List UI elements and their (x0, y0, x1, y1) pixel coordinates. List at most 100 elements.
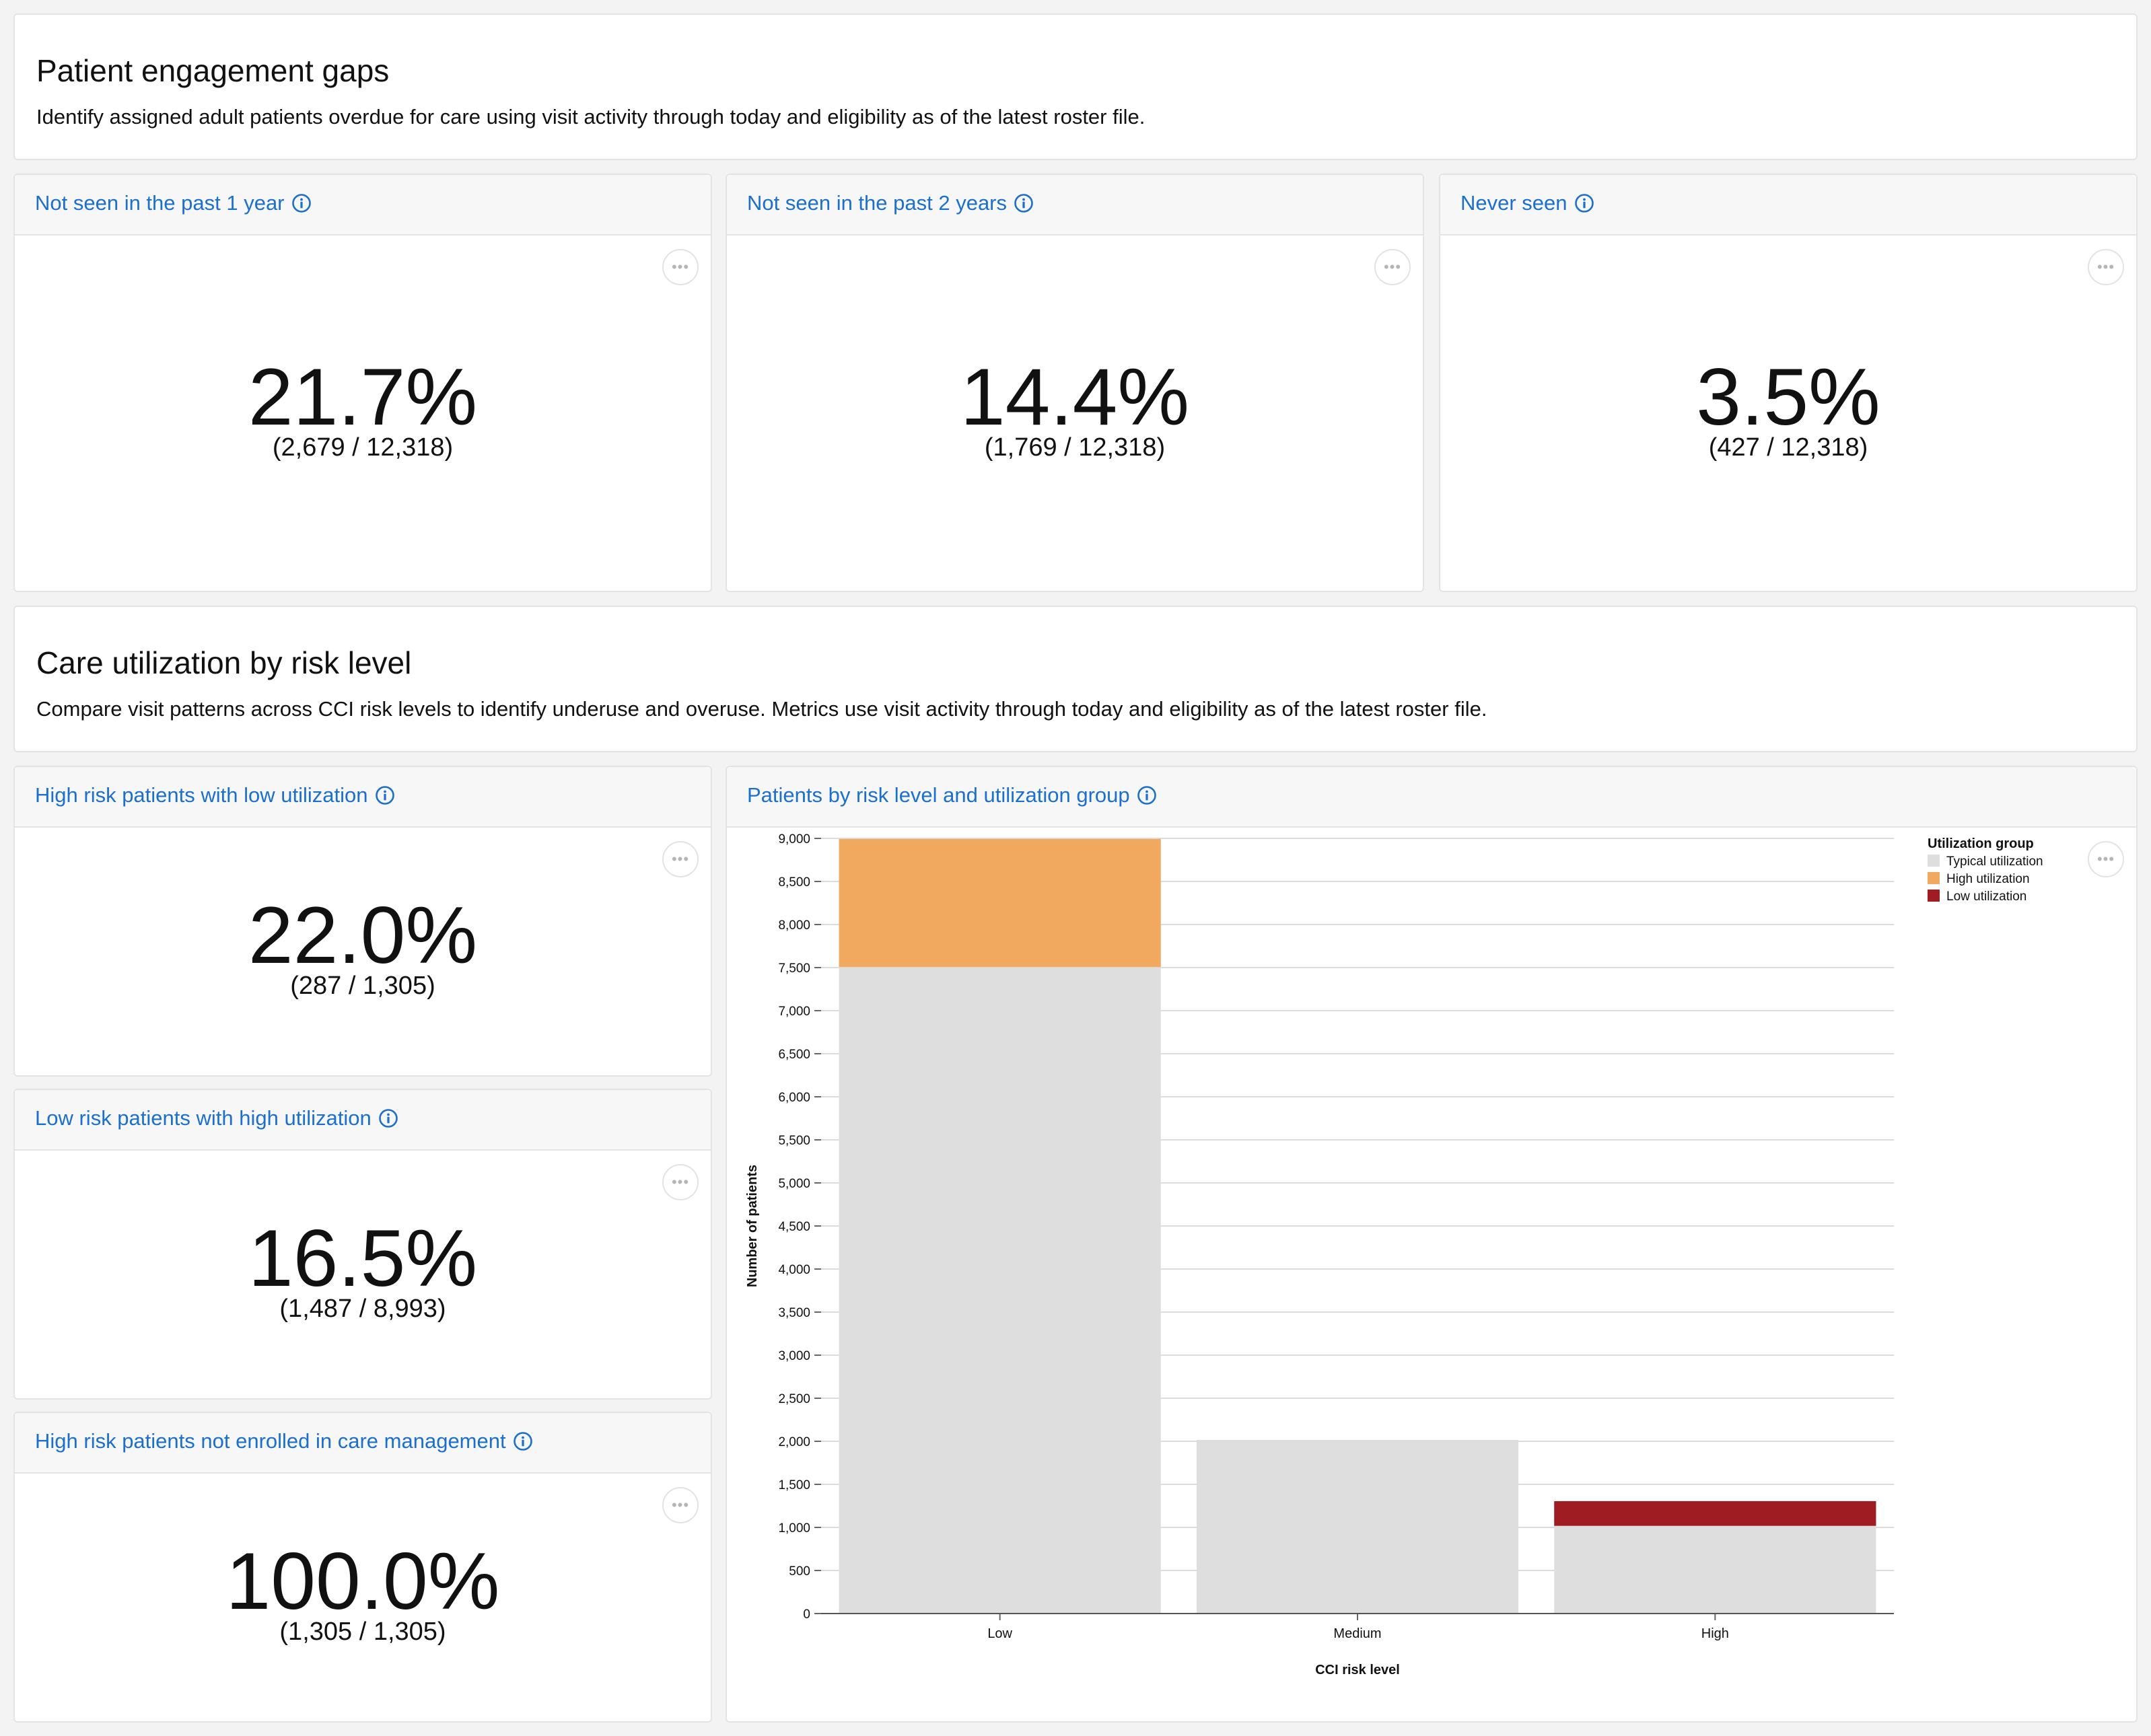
more-horizontal-icon: ••• (2096, 258, 2115, 275)
bar-high-low-utilization[interactable] (1554, 1500, 1876, 1526)
card-title-link[interactable]: High risk patients with low utilization (35, 783, 395, 807)
kpi-detail: (2,679 / 12,318) (272, 433, 454, 462)
card-title-text[interactable]: Not seen in the past 2 years (747, 191, 1008, 215)
card-title-text[interactable]: Never seen (1460, 191, 1567, 215)
more-options-button[interactable]: ••• (662, 841, 699, 877)
card-title-link[interactable]: Not seen in the past 2 years (747, 191, 1034, 215)
x-tick-label: Medium (1333, 1626, 1381, 1641)
kpi-value: 3.5% (1696, 352, 1880, 442)
y-tick-label: 6,500 (778, 1048, 810, 1062)
card-header: High risk patients with low utilization (15, 767, 711, 828)
more-options-button[interactable]: ••• (662, 1487, 699, 1523)
section-title: Care utilization by risk level (36, 645, 412, 680)
card-header: Patients by risk level and utilization g… (727, 767, 2136, 828)
bar-medium-typical-utilization[interactable] (1196, 1439, 1519, 1614)
y-tick-label: 7,500 (778, 962, 810, 976)
y-tick-label: 4,000 (778, 1263, 810, 1277)
chart-legend: Utilization group Typical utilization Hig… (1928, 836, 2043, 904)
kpi-detail: (1,769 / 12,318) (984, 433, 1166, 462)
utilization-section-header: Care utilization by risk level Compare v… (13, 606, 2138, 752)
card-title-text[interactable]: High risk patients not enrolled in care … (35, 1429, 506, 1453)
kpi-card-high-risk-not-enrolled: High risk patients not enrolled in care … (13, 1412, 712, 1723)
card-title-link[interactable]: Never seen (1460, 191, 1594, 215)
bar-low-typical-utilization[interactable] (839, 967, 1161, 1614)
card-header: Never seen (1440, 175, 2136, 236)
kpi-detail: (1,487 / 8,993) (279, 1295, 446, 1323)
card-header: High risk patients not enrolled in care … (15, 1413, 711, 1474)
kpi-detail: (287 / 1,305) (290, 972, 435, 1000)
y-tick-label: 8,500 (778, 875, 810, 890)
card-title-link[interactable]: Patients by risk level and utilization g… (747, 783, 1157, 807)
y-tick-label: 1,500 (778, 1478, 810, 1492)
card-title-link[interactable]: High risk patients not enrolled in care … (35, 1429, 533, 1453)
legend-swatch (1928, 855, 1940, 867)
section-title: Patient engagement gaps (36, 53, 390, 88)
info-circle-icon[interactable] (513, 1431, 533, 1451)
y-tick-label: 4,500 (778, 1220, 810, 1234)
bar-high-typical-utilization[interactable] (1554, 1525, 1876, 1614)
section-description: Identify assigned adult patients overdue… (36, 105, 1145, 129)
more-horizontal-icon: ••• (671, 851, 690, 867)
card-title-text[interactable]: Low risk patients with high utilization (35, 1106, 372, 1130)
info-circle-icon[interactable] (1014, 193, 1034, 213)
y-tick-label: 1,000 (778, 1521, 810, 1535)
chart-bars (839, 838, 1876, 1614)
section-description: Compare visit patterns across CCI risk l… (36, 697, 1487, 721)
x-tick-label: High (1701, 1626, 1729, 1641)
more-horizontal-icon: ••• (1383, 258, 1402, 275)
y-tick-label: 8,000 (778, 918, 810, 933)
x-axis-label: CCI risk level (1315, 1663, 1400, 1677)
info-circle-icon[interactable] (378, 1108, 398, 1128)
x-axis-ticks: Low Medium High (987, 1614, 1729, 1641)
stacked-bar-chart: 0 500 1,000 1,500 2,000 2,500 3,000 3,500 4,000 4… (745, 832, 2043, 1677)
kpi-value: 16.5% (248, 1213, 478, 1303)
info-circle-icon[interactable] (1574, 193, 1594, 213)
card-header: Low risk patients with high utilization (15, 1090, 711, 1151)
more-horizontal-icon: ••• (671, 1496, 690, 1513)
card-header: Not seen in the past 1 year (15, 175, 711, 236)
y-tick-label: 5,000 (778, 1177, 810, 1191)
more-options-button[interactable]: ••• (662, 249, 699, 285)
card-title-link[interactable]: Not seen in the past 1 year (35, 191, 312, 215)
more-options-button[interactable]: ••• (2088, 841, 2124, 877)
legend-label: Typical utilization (1946, 855, 2043, 869)
card-header: Not seen in the past 2 years (727, 175, 1423, 236)
kpi-value: 21.7% (248, 352, 478, 442)
y-tick-label: 7,000 (778, 1005, 810, 1019)
legend-label: High utilization (1946, 872, 2030, 886)
y-tick-label: 6,000 (778, 1091, 810, 1105)
y-tick-label: 9,000 (778, 832, 810, 846)
y-tick-label: 2,500 (778, 1392, 810, 1406)
more-horizontal-icon: ••• (671, 1173, 690, 1190)
kpi-card-high-risk-low-utilization: High risk patients with low utilization … (13, 766, 712, 1077)
kpi-value: 100.0% (225, 1536, 500, 1626)
card-title-link[interactable]: Low risk patients with high utilization (35, 1106, 398, 1130)
info-circle-icon[interactable] (291, 193, 312, 213)
card-title-text[interactable]: Patients by risk level and utilization g… (747, 783, 1130, 807)
bar-low-high-utilization[interactable] (839, 838, 1161, 968)
y-tick-label: 3,500 (778, 1306, 810, 1320)
more-options-button[interactable]: ••• (2088, 249, 2124, 285)
kpi-detail: (1,305 / 1,305) (279, 1618, 446, 1646)
x-tick-label: Low (987, 1626, 1012, 1641)
legend-swatch (1928, 872, 1940, 884)
kpi-value: 22.0% (248, 890, 478, 980)
y-tick-label: 500 (789, 1564, 810, 1579)
legend-swatch (1928, 890, 1940, 902)
y-axis-label: Number of patients (745, 1165, 760, 1287)
card-title-text[interactable]: High risk patients with low utilization (35, 783, 368, 807)
y-tick-label: 0 (803, 1607, 810, 1622)
y-tick-label: 5,500 (778, 1134, 810, 1148)
engagement-section-header: Patient engagement gaps Identify assigne… (13, 13, 2138, 160)
kpi-value: 14.4% (960, 352, 1190, 442)
y-tick-label: 3,000 (778, 1349, 810, 1363)
info-circle-icon[interactable] (1137, 785, 1157, 805)
more-options-button[interactable]: ••• (1374, 249, 1411, 285)
more-options-button[interactable]: ••• (662, 1164, 699, 1200)
kpi-detail: (427 / 12,318) (1708, 433, 1868, 462)
kpi-card-low-risk-high-utilization: Low risk patients with high utilization … (13, 1089, 712, 1400)
chart-card-risk-utilization: Patients by risk level and utilization g… (726, 766, 2138, 1723)
more-horizontal-icon: ••• (2096, 851, 2115, 867)
card-title-text[interactable]: Not seen in the past 1 year (35, 191, 285, 215)
info-circle-icon[interactable] (375, 785, 395, 805)
